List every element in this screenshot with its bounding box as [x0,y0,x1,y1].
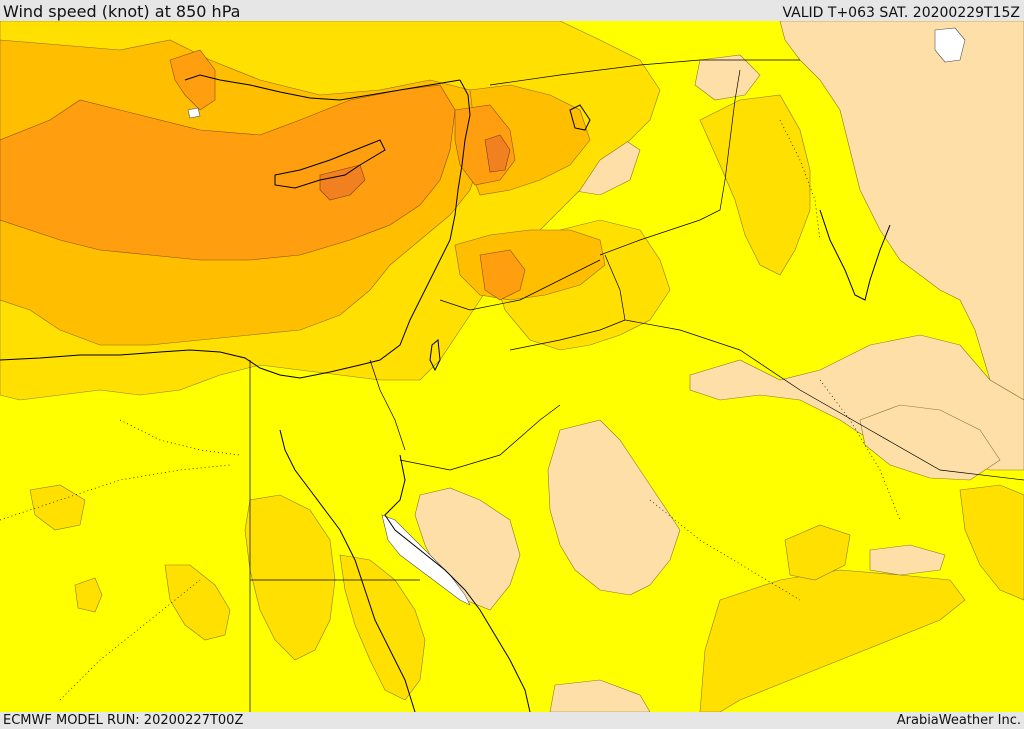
lake-coast [569,104,591,131]
border-iraq [604,254,1024,481]
turkey-coast [184,74,461,101]
calm-caspian [934,27,966,63]
low-wind-redsea [414,487,521,611]
fresh-wind-east-band [699,94,811,276]
fresh-wind-south [699,569,966,712]
border-iran-iraq [599,69,741,256]
stronger-wind-north [169,49,216,111]
border-syria-iraq [489,59,800,86]
wind-speed-map [0,21,1024,712]
stronger-wind-jordan [479,249,526,301]
north-africa-coast [0,79,471,379]
border-jordan [439,259,601,311]
stronger-wind-core [0,84,456,261]
low-wind-east-2 [859,404,1001,481]
fresh-wind-east-4 [784,524,851,581]
cyprus [274,139,386,189]
borders [249,59,1024,712]
dotted-boundaries [0,119,901,701]
dotted-line-1 [0,464,231,521]
low-wind-sw [549,679,651,712]
wind-map-svg [0,21,1024,712]
red-sea-east-coast [384,454,531,712]
border-jordan-saudi [509,319,626,351]
strongest-wind-core [319,164,366,201]
border-saudi-north [399,404,561,471]
low-wind-north [694,54,761,101]
header-bar: Wind speed (knot) at 850 hPa VALID T+063… [0,0,1024,21]
low-wind-east-3 [869,544,946,576]
low-wind-areas [414,21,1024,712]
strongest-wind-levant [484,134,511,173]
fresh-wind-sw-3 [339,554,426,701]
border-sinai [369,359,406,451]
coastlines [0,74,891,712]
credit-label: ArabiaWeather Inc. [896,713,1021,728]
footer-bar: ECMWF MODEL RUN: 20200227T00Z ArabiaWeat… [0,712,1024,729]
fresh-wind-far-east [959,484,1024,601]
low-wind-arabia [547,419,681,596]
dotted-line-3 [819,379,901,521]
persian-gulf-coast [819,209,891,301]
dotted-line-4 [649,499,801,601]
valid-time-label: VALID T+063 SAT. 20200229T15Z [782,5,1020,21]
dotted-line-2 [59,579,201,701]
map-title: Wind speed (knot) at 850 hPa [3,2,241,21]
dead-sea [429,339,441,372]
fresh-wind-sw-1 [164,564,231,641]
calm-spot [187,107,201,119]
strongest-wind-areas [319,134,511,201]
model-run-label: ECMWF MODEL RUN: 20200227T00Z [3,713,244,728]
fresh-wind-west-blob-2 [74,577,103,613]
fresh-wind-west-blob [29,484,86,531]
gulf-of-suez [279,429,416,712]
